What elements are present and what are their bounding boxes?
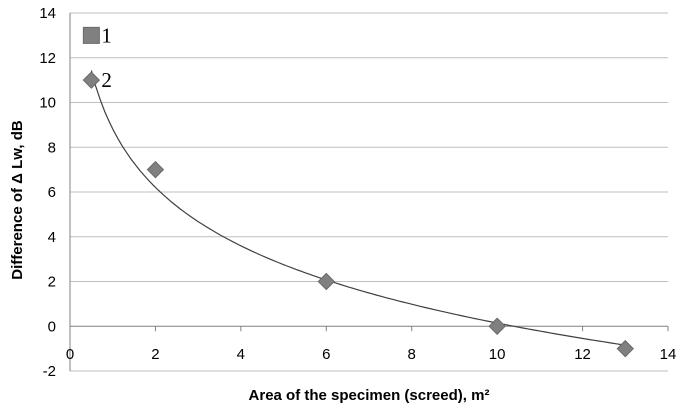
data-point-diamond: [146, 160, 165, 179]
x-tick-label: 6: [322, 346, 330, 363]
x-axis-title: Area of the specimen (screed), m²: [249, 387, 490, 404]
x-tick-label: 2: [151, 346, 159, 363]
y-tick-label: 8: [48, 139, 56, 156]
data-point-square: [82, 26, 100, 44]
y-tick-label: 2: [48, 274, 56, 291]
y-tick-label: 0: [48, 318, 56, 335]
data-point-diamond: [488, 317, 506, 335]
y-tick-label: 12: [39, 50, 56, 67]
x-tick-label: 14: [660, 346, 677, 363]
y-tick-label: -2: [43, 363, 56, 380]
y-tick-label: 4: [48, 229, 56, 246]
data-point-diamond: [317, 272, 335, 291]
x-tick-label: 10: [489, 346, 506, 363]
x-tick-label: 12: [574, 346, 591, 363]
x-tick-label: 4: [237, 346, 245, 363]
x-tick-label: 8: [408, 346, 416, 363]
data-point-diamond: [616, 339, 634, 358]
grid: [70, 12, 668, 372]
data-points: [82, 26, 634, 358]
y-tick-label: 6: [48, 184, 56, 201]
annotations: 12: [101, 23, 112, 92]
point-label: 2: [101, 68, 112, 92]
trend-line: [90, 70, 626, 346]
x-tick-label: 0: [66, 346, 74, 363]
point-label: 1: [101, 23, 112, 47]
y-tick-label: 14: [39, 5, 56, 22]
y-tick-label: 10: [39, 95, 56, 112]
y-axis-title: Difference of Δ Lw, dB: [9, 120, 26, 280]
data-point-diamond: [82, 71, 101, 89]
axes: [69, 13, 669, 371]
